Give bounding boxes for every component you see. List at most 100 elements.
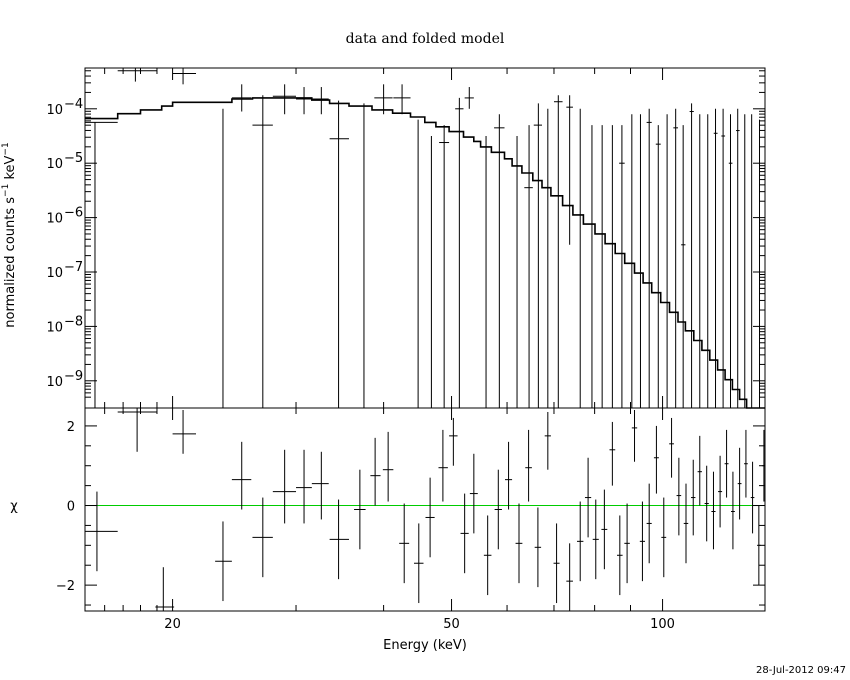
data-point [374, 84, 393, 115]
data-point [728, 114, 733, 408]
spectrum-y-axis-label: normalized counts s−1 keV−1 [1, 142, 18, 327]
folded-model-step [85, 97, 765, 409]
residual-point [414, 523, 424, 604]
data-point [329, 100, 349, 408]
data-point [646, 108, 652, 408]
residual-point [624, 503, 630, 584]
residual-point [750, 461, 755, 534]
x-axis-label: Energy (keV) [383, 638, 467, 653]
residual-y-ticks: 2 0 −2 [56, 420, 765, 606]
data-point [736, 108, 740, 408]
residual-point [382, 431, 394, 502]
residual-point [592, 499, 599, 580]
data-point [553, 95, 563, 408]
residual-point [646, 483, 652, 564]
x-tick-label: 50 [443, 617, 460, 632]
residual-point [172, 409, 197, 454]
residual-point [215, 521, 232, 602]
residual-point [724, 429, 729, 498]
residual-point [354, 469, 366, 550]
y-tick-exponent: −9 [64, 369, 83, 384]
residual-point [494, 469, 502, 550]
y-tick-exponent: −7 [64, 260, 83, 275]
data-point [721, 108, 726, 408]
chart-title: data and folded model [346, 31, 505, 47]
residual-point [85, 491, 118, 572]
residual-point [691, 459, 696, 536]
residual-point [683, 483, 689, 564]
residual-point [155, 567, 175, 611]
y-label-main: normalized counts s [3, 197, 18, 328]
y-label-unit: keV [3, 155, 18, 183]
y-tick-exponent: −4 [64, 97, 83, 112]
residual-point [577, 501, 584, 582]
x-tick-label: 20 [164, 617, 181, 632]
residual-point [425, 477, 435, 558]
residual-panel-frame [84, 407, 766, 612]
residual-point [653, 425, 659, 494]
residual-point [515, 503, 523, 584]
data-point [393, 84, 411, 115]
y-tick-label: 10 [46, 103, 63, 118]
y-tick-label: 10 [46, 157, 63, 172]
residual-point [631, 409, 638, 462]
residual-point [272, 449, 297, 524]
data-point [172, 68, 197, 85]
residual-point [718, 455, 723, 528]
y-tick-label: 10 [46, 320, 63, 335]
y-label-exp1: −1 [1, 184, 11, 197]
residual-point [697, 435, 702, 506]
data-point [681, 125, 686, 408]
data-point [524, 125, 533, 408]
y-tick-label: −2 [56, 579, 75, 594]
residual-point [469, 453, 478, 534]
residual-point [737, 447, 742, 520]
residual-point [730, 471, 735, 550]
residual-point [661, 497, 667, 578]
residual-point [329, 499, 349, 580]
data-point [296, 87, 312, 115]
data-point [713, 108, 718, 408]
residual-point [744, 429, 748, 498]
residual-point [704, 465, 709, 542]
residual-point [399, 503, 410, 584]
residual-point [584, 457, 592, 538]
y-tick-label: 10 [46, 212, 63, 227]
y-tick-label: 10 [46, 375, 63, 390]
data-points [85, 68, 761, 408]
folded-model-curve [85, 97, 765, 409]
spectrum-panel: 10−410−510−610−710−810−9 normalized coun… [1, 67, 766, 409]
residual-point [252, 497, 273, 578]
y-tick-exponent: −5 [64, 151, 83, 166]
y-tick-label: 2 [67, 420, 75, 435]
residual-point [566, 543, 573, 611]
residual-point [231, 441, 252, 510]
x-tick-label: 100 [650, 617, 675, 632]
y-label-exp2: −1 [1, 142, 11, 155]
y-tick-label: 0 [67, 500, 75, 515]
data-point [311, 87, 329, 115]
data-point [619, 125, 625, 408]
residual-panel: 20−2 20 50 100 χ Energy (keV) [10, 407, 766, 653]
data-point [231, 84, 252, 112]
data-point [272, 84, 297, 115]
timestamp: 28-Jul-2012 09:47 [756, 665, 846, 676]
residual-point [676, 457, 682, 536]
spectrum-y-ticks: 10−410−510−610−710−810−9 [46, 70, 765, 398]
data-point [494, 114, 505, 408]
residual-y-axis-label: χ [10, 499, 18, 514]
data-point [464, 87, 474, 109]
residual-point [505, 441, 513, 510]
data-point [252, 95, 273, 408]
y-tick-exponent: −8 [64, 314, 83, 329]
residual-point [483, 515, 492, 596]
residual-point [449, 417, 458, 466]
residual-point [609, 421, 616, 486]
data-point [673, 108, 678, 408]
residual-point [296, 449, 312, 524]
data-point [455, 97, 464, 408]
residual-x-ticks: 20 50 100 [104, 408, 675, 632]
residual-point [117, 408, 157, 452]
residual-point [669, 417, 674, 478]
